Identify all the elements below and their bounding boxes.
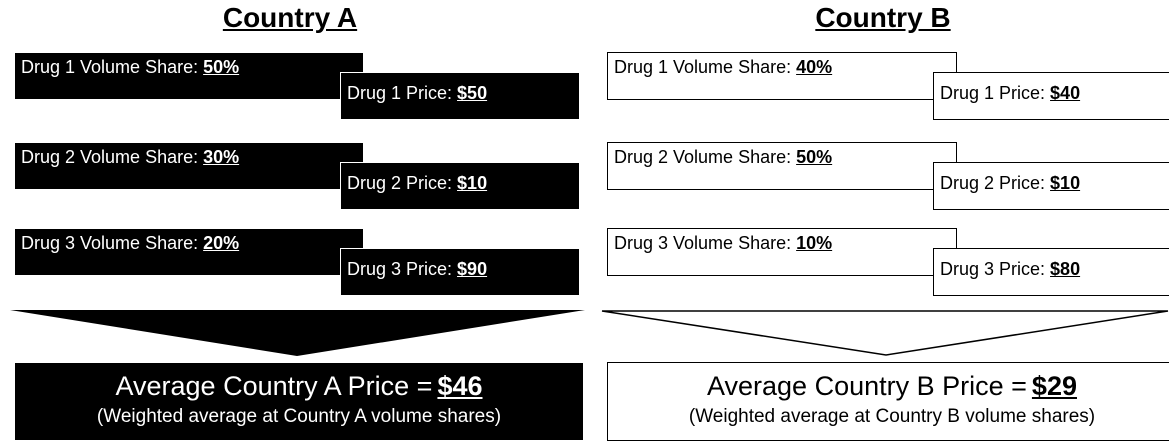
price-label: Drug 2 Price: [347,173,453,193]
price-box: Drug 1 Price: $40 [933,72,1169,120]
country-title: Country B [815,2,951,33]
volume-share-box: Drug 1 Volume Share: 40% [607,52,957,100]
volume-share-value: 50% [796,147,833,167]
volume-share-box: Drug 2 Volume Share: 30% [14,142,364,190]
arrow-b [601,310,1169,356]
volume-share-box: Drug 3 Volume Share: 10% [607,228,957,276]
price-value: $90 [457,259,488,279]
average-label: Average Country B Price = [707,371,1027,401]
average-box: Average Country B Price = $29 (Weighted av… [607,362,1169,441]
price-value: $10 [457,173,488,193]
average-value: $29 [1031,371,1077,401]
volume-share-box: Drug 1 Volume Share: 50% [14,52,364,100]
volume-share-value: 30% [203,147,240,167]
price-label: Drug 1 Price: [347,83,453,103]
arrow-a [10,310,585,356]
price-box: Drug 3 Price: $80 [933,248,1169,296]
volume-share-value: 20% [203,233,240,253]
volume-share-label: Drug 1 Volume Share: [21,57,199,77]
price-value: $50 [457,83,488,103]
price-label: Drug 2 Price: [940,173,1046,193]
country-title: Country A [222,2,358,33]
volume-share-value: 40% [796,57,833,77]
volume-share-label: Drug 3 Volume Share: [21,233,199,253]
volume-share-box: Drug 2 Volume Share: 50% [607,142,957,190]
average-note: (Weighted average at Country B volume sh… [688,406,1096,427]
volume-share-label: Drug 3 Volume Share: [614,233,792,253]
average-line: Average Country A Price = $46 [15,371,583,402]
average-value: $46 [437,371,483,401]
volume-share-label: Drug 1 Volume Share: [614,57,792,77]
volume-share-label: Drug 2 Volume Share: [21,147,199,167]
volume-share-label: Drug 2 Volume Share: [614,147,792,167]
average-label: Average Country A Price = [115,371,433,401]
price-value: $80 [1050,259,1081,279]
price-box: Drug 1 Price: $50 [340,72,580,120]
price-box: Drug 3 Price: $90 [340,248,580,296]
price-box: Drug 2 Price: $10 [340,162,580,210]
average-note: (Weighted average at Country A volume sh… [96,406,502,427]
price-value: $10 [1050,173,1081,193]
price-box: Drug 2 Price: $10 [933,162,1169,210]
average-line: Average Country B Price = $29 [608,371,1169,402]
price-label: Drug 3 Price: [940,259,1046,279]
price-label: Drug 1 Price: [940,83,1046,103]
volume-share-value: 10% [796,233,833,253]
price-label: Drug 3 Price: [347,259,453,279]
average-box: Average Country A Price = $46 (Weighted av… [14,362,584,441]
price-value: $40 [1050,83,1081,103]
volume-share-box: Drug 3 Volume Share: 20% [14,228,364,276]
volume-share-value: 50% [203,57,240,77]
